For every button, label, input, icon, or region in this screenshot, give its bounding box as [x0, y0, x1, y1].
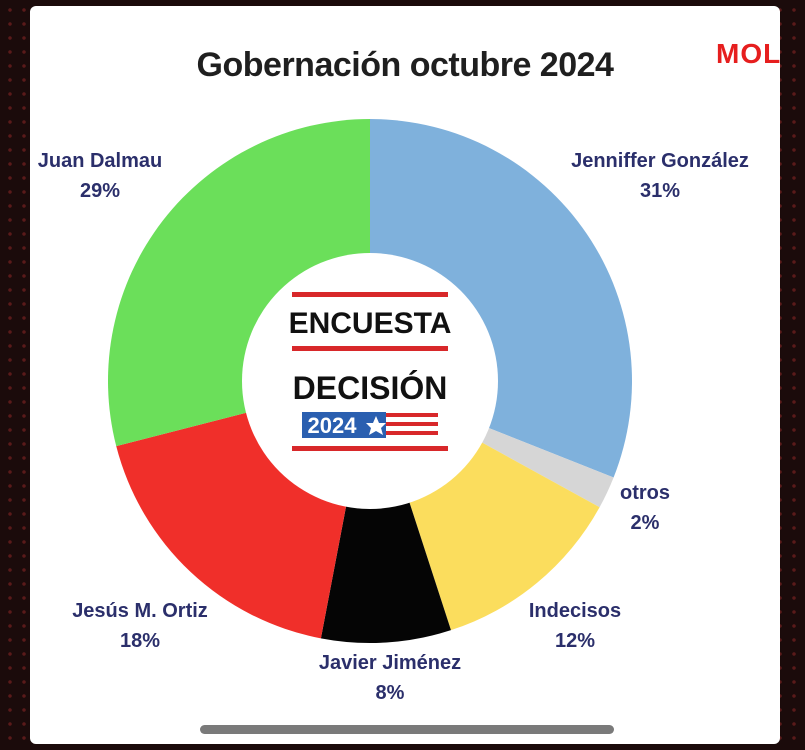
label-otros: otros 2% — [620, 482, 670, 534]
donut-chart: ENCUESTA DECISIÓN 2024 — [107, 119, 632, 644]
label-javier-jimenez: Javier Jiménez 8% — [318, 652, 462, 704]
donut-hole — [242, 253, 498, 509]
center-logo: ENCUESTA DECISIÓN 2024 — [289, 292, 452, 451]
label-juan-dalmau: Juan Dalmau 29% — [37, 150, 163, 202]
label-jenniffer-gonzalez: Jenniffer González 31% — [571, 150, 749, 202]
brand-logo: MOL — [716, 38, 782, 69]
home-indicator[interactable] — [200, 725, 614, 734]
logo-year: 2024 — [308, 413, 358, 438]
label-indecisos: Indecisos 12% — [528, 600, 622, 652]
star-icon — [366, 416, 386, 435]
label-jesus-ortiz: Jesús M. Ortiz 18% — [72, 600, 208, 652]
slice-javier-jimenez — [320, 381, 451, 644]
logo-line2: DECISIÓN — [293, 370, 448, 406]
chart-card: Gobernación octubre 2024 ENCUESTA DECISI… — [30, 6, 780, 744]
logo-line1: ENCUESTA — [289, 307, 452, 340]
chart-title: Gobernación octubre 2024 — [196, 46, 614, 84]
